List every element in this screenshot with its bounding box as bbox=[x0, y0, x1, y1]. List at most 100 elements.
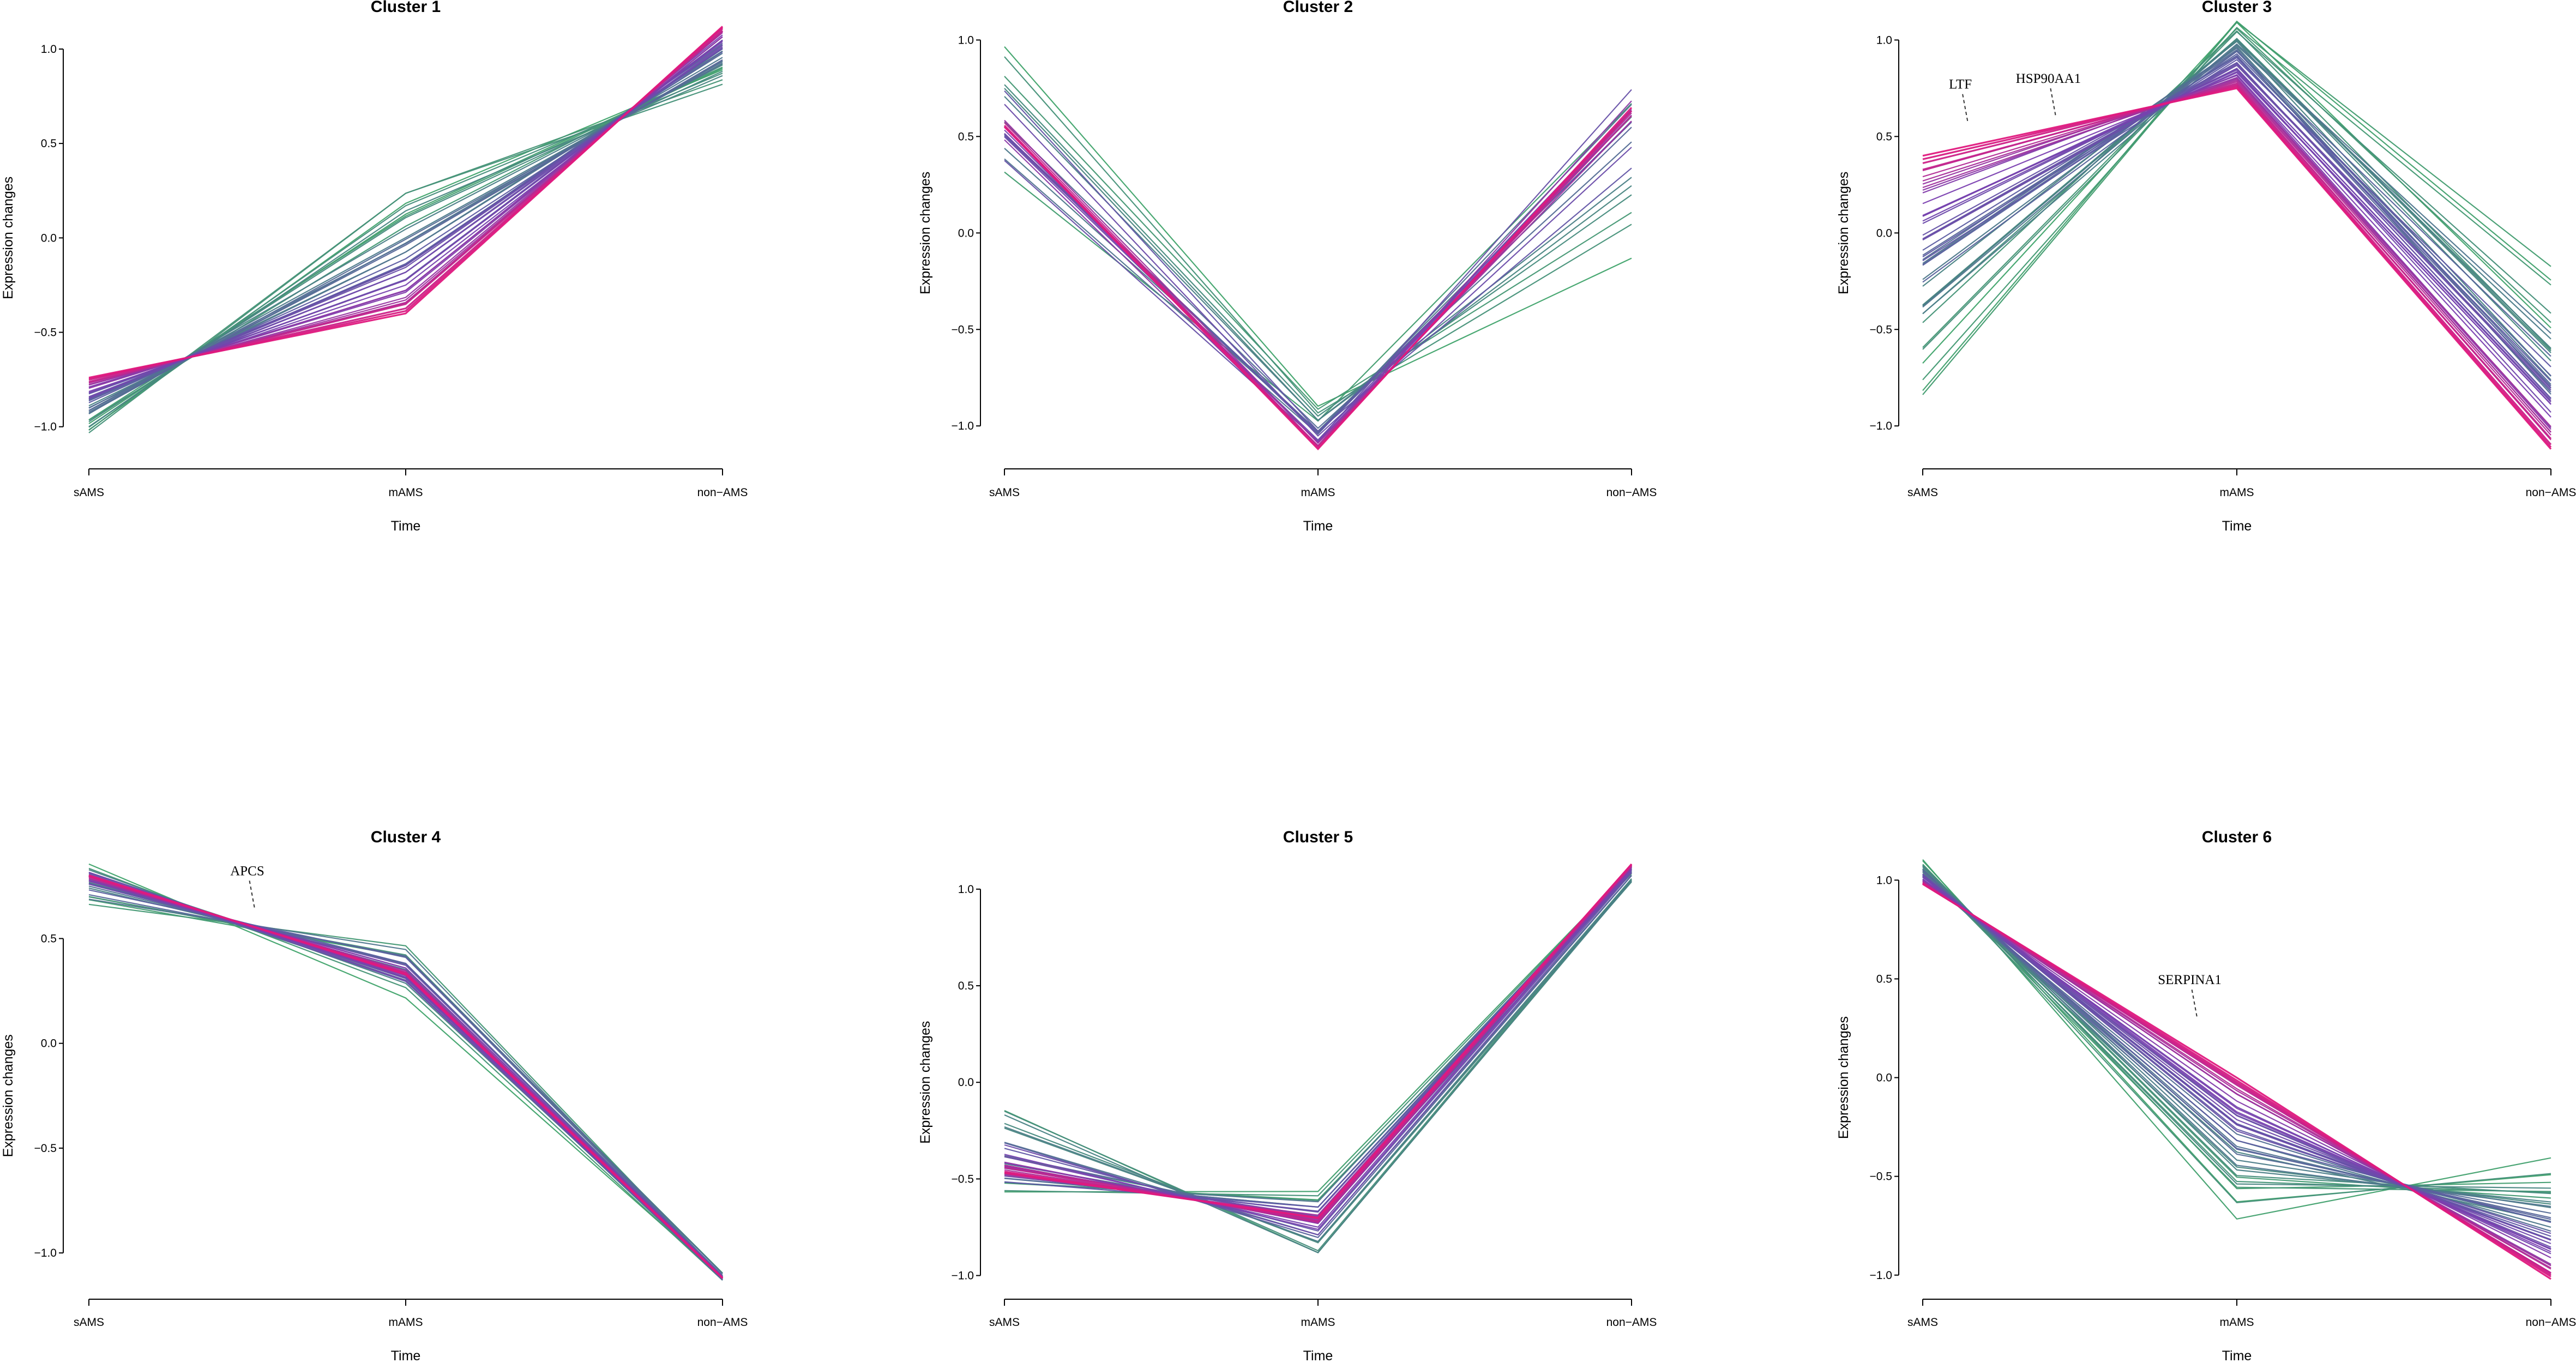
series-line-45 bbox=[1922, 87, 2552, 450]
series-line-7 bbox=[88, 73, 723, 428]
y-tick-label: 0.0 bbox=[41, 1038, 57, 1050]
series-line-33 bbox=[88, 32, 723, 386]
series-line-22 bbox=[88, 879, 723, 1279]
annotation-label: LTF bbox=[1949, 77, 1972, 92]
series-line-4 bbox=[1922, 27, 2551, 381]
series-line-12 bbox=[1004, 122, 1632, 433]
series-line-40 bbox=[88, 875, 724, 1279]
series-line-22 bbox=[88, 39, 723, 395]
x-axis-title: Time bbox=[2222, 1348, 2252, 1363]
x-tick-label: sAMS bbox=[1907, 1316, 1938, 1329]
series-line-14 bbox=[1004, 90, 1632, 432]
y-tick-label: 0.5 bbox=[41, 932, 57, 945]
series-line-23 bbox=[88, 873, 723, 1279]
series-line-8 bbox=[1922, 865, 2551, 1195]
series-line-33 bbox=[1004, 866, 1632, 1223]
series-line-20 bbox=[1004, 869, 1632, 1218]
series-line-22 bbox=[1922, 55, 2551, 387]
y-tick-label: −1.0 bbox=[34, 421, 57, 433]
series-line-35 bbox=[1004, 865, 1632, 1220]
series-line-16 bbox=[1922, 47, 2551, 389]
series-line-10 bbox=[1004, 121, 1632, 429]
series-line-6 bbox=[1922, 868, 2551, 1193]
x-axis-title: Time bbox=[2222, 518, 2252, 534]
series-line-5 bbox=[1004, 872, 1632, 1202]
series-line-5 bbox=[88, 867, 723, 1281]
series-line-24 bbox=[1003, 110, 1633, 449]
series-line-10 bbox=[1004, 880, 1632, 1253]
series-line-27 bbox=[1922, 64, 2551, 391]
series-line-30 bbox=[88, 875, 723, 1280]
panel-title: Cluster 1 bbox=[371, 0, 441, 16]
series-line-2 bbox=[1004, 868, 1632, 1193]
series-line-18 bbox=[88, 44, 723, 401]
series-line-17 bbox=[88, 894, 723, 1275]
series-line-1 bbox=[1004, 46, 1632, 407]
series-line-30 bbox=[1004, 869, 1632, 1231]
series-line-30 bbox=[1922, 69, 2551, 413]
series-line-12 bbox=[1004, 870, 1632, 1219]
y-axis-title: Expression changes bbox=[1836, 172, 1851, 294]
series-line-5 bbox=[1922, 27, 2551, 348]
series-line-13 bbox=[1004, 120, 1632, 435]
y-tick-label: 1.0 bbox=[958, 883, 974, 896]
y-tick-label: 0.5 bbox=[958, 980, 974, 992]
series-line-15 bbox=[1922, 869, 2551, 1207]
series-line-28 bbox=[88, 879, 723, 1277]
series-line-19 bbox=[1004, 869, 1632, 1213]
series-line-21 bbox=[88, 878, 723, 1278]
series-line-23 bbox=[1922, 57, 2551, 382]
panel-title: Cluster 2 bbox=[1283, 0, 1353, 16]
series-line-45 bbox=[1922, 883, 2551, 1280]
series-line-9 bbox=[88, 75, 723, 427]
series-line-3 bbox=[1004, 879, 1632, 1253]
series-line-15 bbox=[1004, 89, 1632, 442]
series-line-34 bbox=[1922, 879, 2551, 1252]
series-line-23 bbox=[1004, 115, 1632, 447]
series-line-24 bbox=[88, 47, 723, 399]
series-line-8 bbox=[88, 70, 723, 423]
y-tick-label: −1.0 bbox=[1870, 1269, 1892, 1282]
series-line-5 bbox=[1004, 84, 1632, 417]
y-tick-label: −1.0 bbox=[1870, 420, 1892, 432]
series-line-24 bbox=[1922, 59, 2551, 367]
series-line-25 bbox=[1003, 107, 1633, 451]
series-line-7 bbox=[1922, 31, 2551, 350]
series-line-20 bbox=[88, 51, 723, 403]
series-line-18 bbox=[1922, 870, 2551, 1214]
series-line-9 bbox=[88, 876, 723, 1281]
y-tick-label: 1.0 bbox=[41, 43, 57, 56]
panel-title: Cluster 3 bbox=[2202, 0, 2272, 16]
x-axis-title: Time bbox=[391, 1348, 421, 1363]
series-line-16 bbox=[1922, 871, 2551, 1222]
series-line-14 bbox=[1922, 875, 2551, 1228]
series-line-28 bbox=[1922, 63, 2551, 389]
y-tick-label: −1.0 bbox=[952, 1270, 974, 1282]
series-line-7 bbox=[1004, 878, 1632, 1252]
series-line-7 bbox=[1922, 865, 2551, 1204]
y-tick-label: 0.0 bbox=[1876, 1072, 1892, 1084]
series-line-38 bbox=[1922, 79, 2551, 427]
y-axis-title: Expression changes bbox=[918, 1021, 933, 1144]
series-line-25 bbox=[88, 883, 723, 1277]
series-line-23 bbox=[1922, 876, 2551, 1241]
series-line-2 bbox=[1922, 859, 2551, 1220]
series-line-12 bbox=[88, 882, 723, 1281]
series-line-33 bbox=[88, 876, 723, 1279]
panel-title: Cluster 5 bbox=[1283, 828, 1353, 846]
series-line-14 bbox=[88, 52, 723, 408]
series-line-22 bbox=[1922, 873, 2551, 1223]
cluster-panel-1: Cluster 1 −1.0 −0.5 0.0 0.5 1.0 Expression cha… bbox=[1, 0, 748, 534]
series-line-8 bbox=[1004, 881, 1632, 1244]
series-line-25 bbox=[1922, 875, 2551, 1240]
x-tick-label: sAMS bbox=[989, 1316, 1020, 1329]
series-line-13 bbox=[1922, 869, 2551, 1209]
series-line-34 bbox=[88, 878, 723, 1278]
series-line-23 bbox=[1004, 866, 1632, 1213]
y-tick-label: 0.5 bbox=[41, 137, 57, 150]
y-tick-label: −0.5 bbox=[952, 323, 974, 336]
series-line-11 bbox=[1004, 880, 1632, 1243]
series-line-17 bbox=[1004, 871, 1632, 1222]
x-tick-label: mAMS bbox=[1301, 486, 1335, 499]
series-line-38 bbox=[88, 28, 724, 381]
